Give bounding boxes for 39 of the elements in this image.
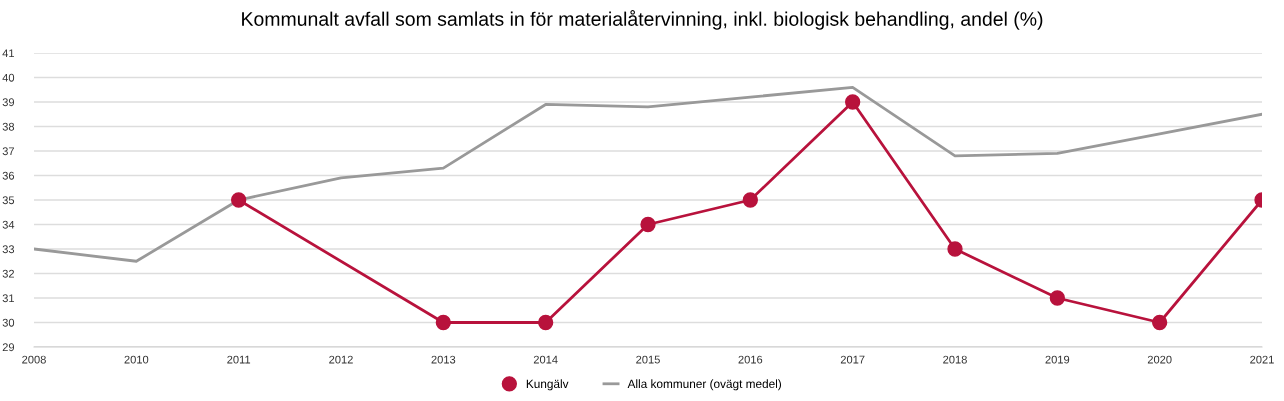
point <box>1049 290 1065 306</box>
y-tick-label: 32 <box>2 269 14 278</box>
x-tick-label: 2018 <box>943 355 967 364</box>
y-tick-label: 37 <box>2 147 14 156</box>
point <box>538 314 554 331</box>
x-tick-label: 2019 <box>1045 355 1070 364</box>
point <box>845 94 861 110</box>
x-tick-label: 2008 <box>22 355 46 364</box>
y-tick-label: 29 <box>2 343 15 352</box>
x-tick-label: 2012 <box>329 355 353 364</box>
y-tick-label: 34 <box>2 220 15 229</box>
point <box>435 314 451 331</box>
chart-title: Kommunalt avfall som samlats in för materialåtervinning, inkl. biologisk behandling, andel (%) <box>242 10 1043 30</box>
y-tick-label: 36 <box>2 171 15 180</box>
line-series <box>34 85 1262 263</box>
x-tick-label: 2021 <box>1250 355 1274 364</box>
x-tick-label: 2015 <box>636 355 660 364</box>
point <box>640 216 656 233</box>
legend-label: Kungälv <box>526 379 569 391</box>
y-tick-label: 35 <box>2 196 15 205</box>
point <box>1152 314 1168 331</box>
y-tick-label: 31 <box>2 294 15 303</box>
y-tick-label: 40 <box>2 73 15 82</box>
x-tick-label: 2014 <box>533 355 558 364</box>
x-tick-label: 2010 <box>124 355 149 364</box>
y-tick-label: 38 <box>2 122 15 131</box>
legend-label: Alla kommuner (ovägt medel) <box>627 379 782 391</box>
y-tick-label: 39 <box>2 98 15 107</box>
x-tick-label: 2011 <box>227 355 251 364</box>
y-tick-label: 33 <box>2 245 15 254</box>
point <box>231 192 247 208</box>
point <box>947 241 963 257</box>
x-tick-label: 2020 <box>1147 355 1172 364</box>
x-tick-label: 2013 <box>431 355 456 364</box>
y-tick-label: 41 <box>2 49 15 58</box>
x-tick-label: 2016 <box>738 355 763 364</box>
y-tick-label: 30 <box>2 318 15 327</box>
x-tick-label: 2017 <box>840 355 865 364</box>
point <box>742 192 758 208</box>
